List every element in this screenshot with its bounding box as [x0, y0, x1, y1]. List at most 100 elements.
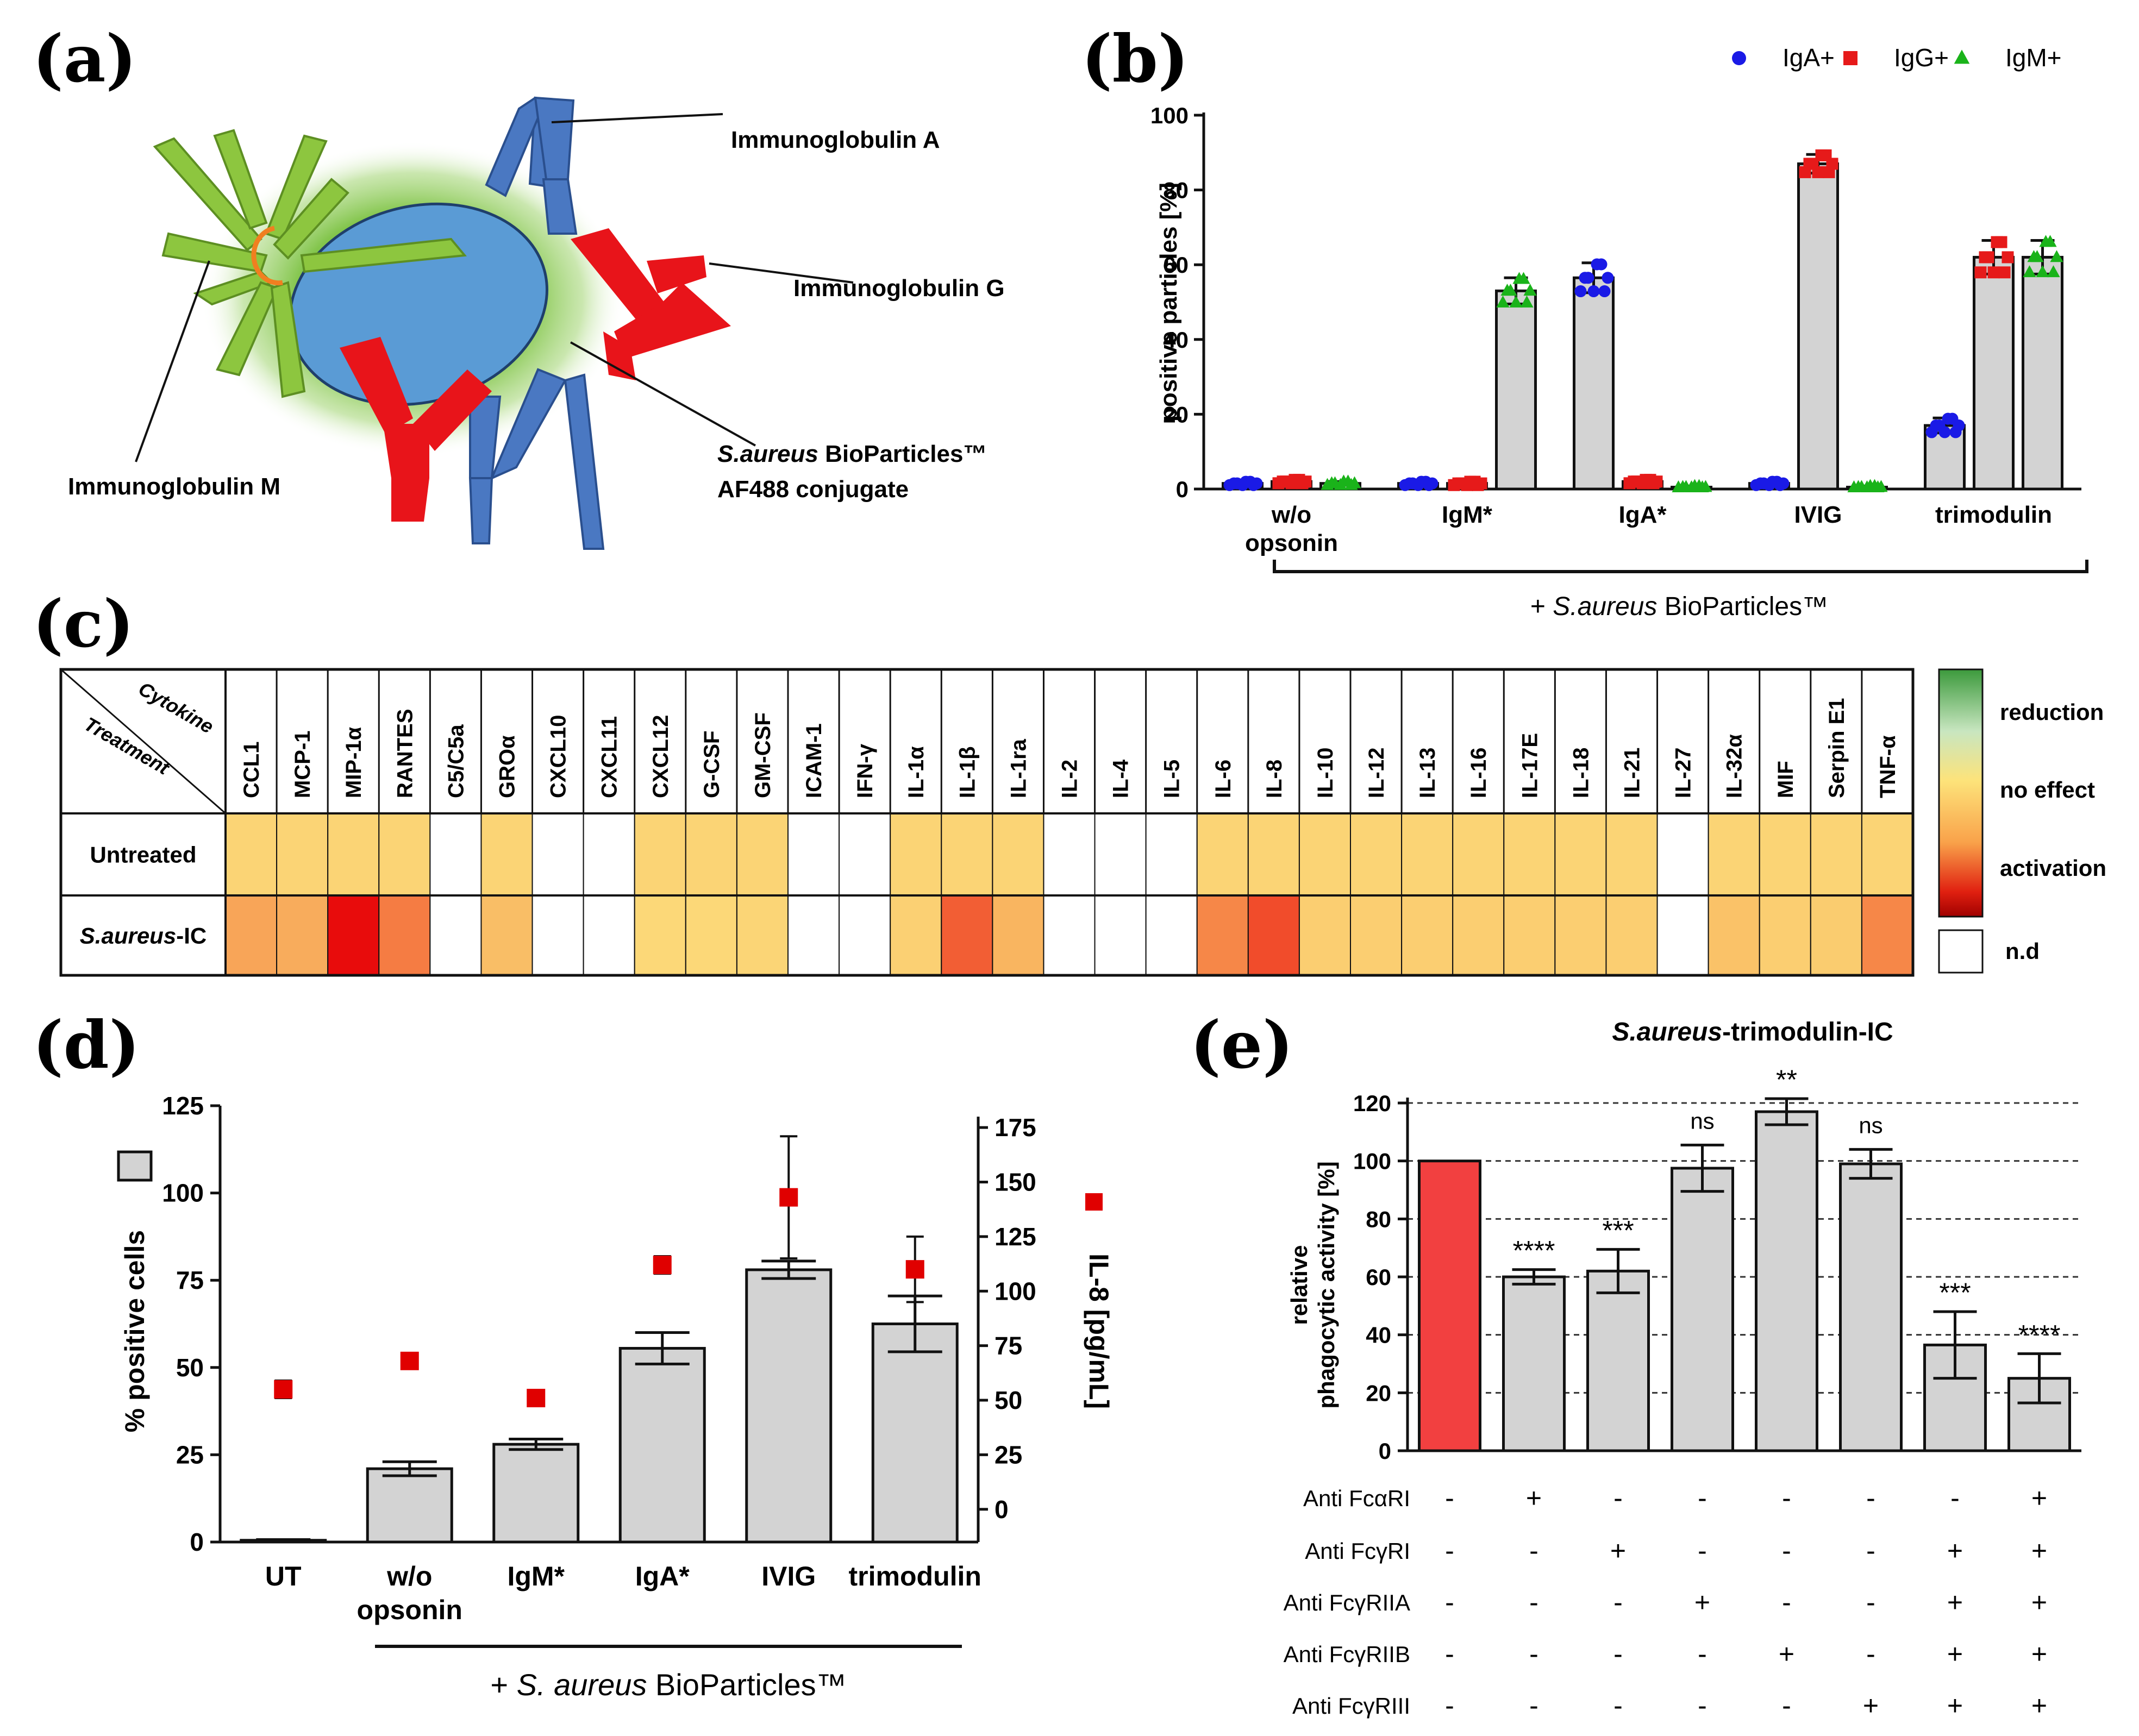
b-data-point	[1500, 284, 1514, 296]
b-bar	[1573, 276, 1615, 491]
d-y-tick-label: 0	[190, 1528, 204, 1556]
d-bar-error	[635, 1331, 690, 1365]
d-il8-point	[527, 1389, 546, 1408]
c-column-label: CXCL11	[598, 716, 622, 798]
b-category-label: IgM*	[1442, 502, 1493, 528]
d-bar	[492, 1443, 580, 1544]
e-significance-label: ***	[1939, 1277, 1971, 1308]
e-bar	[1502, 1275, 1566, 1452]
c-heatmap-cell	[634, 813, 686, 896]
b-bracket-label-pre: +	[1530, 592, 1553, 621]
c-column-label: IL-1α	[904, 746, 928, 798]
c-heatmap-cell	[1708, 895, 1760, 976]
igg-antibody-lower	[340, 337, 492, 522]
iga-pointer	[551, 113, 723, 123]
b-data-point	[1676, 480, 1690, 492]
d-y-tick-label: 125	[162, 1092, 204, 1120]
b-data-point	[1763, 479, 1775, 491]
e-treatment-sign: -	[1866, 1536, 1875, 1566]
iga-antibody	[485, 96, 578, 235]
b-y-tick-label: 100	[1150, 103, 1189, 128]
b-data-point	[1412, 479, 1424, 491]
c-heatmap-cell	[736, 895, 789, 976]
b-data-point	[1777, 477, 1790, 490]
c-column-label: Serpin E1	[1825, 698, 1849, 798]
c-heatmap-cell	[1145, 813, 1198, 896]
b-data-point	[1953, 419, 1965, 432]
b-data-point	[1461, 479, 1473, 491]
e-y-axis-title-line1: relative	[1286, 1245, 1312, 1325]
e-significance-label: ns	[1859, 1112, 1882, 1138]
e-treatment-sign: +	[2031, 1536, 2047, 1566]
c-heatmap-cell	[1094, 895, 1147, 976]
b-y-tick-label: 40	[1163, 327, 1189, 353]
e-error-bar	[1512, 1268, 1556, 1286]
b-data-point	[1285, 477, 1298, 490]
d-bracket-label-post: BioParticles™	[647, 1668, 846, 1702]
d-y2-axis-title: IL-8 [pg/mL]	[1084, 1254, 1114, 1409]
d-il8-point	[400, 1351, 419, 1370]
c-heatmap-cell	[1503, 895, 1556, 976]
d-bracket-label-pre: +	[490, 1668, 516, 1702]
c-scale-label: reduction	[2000, 699, 2104, 725]
d-category-label: trimodulin	[849, 1561, 981, 1591]
d-bar-error	[509, 1437, 564, 1451]
c-heatmap-cell	[941, 895, 993, 976]
panel-a-label: (a)	[33, 21, 136, 97]
e-error-bar	[2017, 1352, 2061, 1405]
panel-e: (e) S.aureus-trimodulin-IC 0 20 40 60 80 100 12…	[1190, 1007, 2081, 1721]
e-treatment-sign: +	[2031, 1483, 2047, 1513]
c-corner-bottom: Treatment	[80, 712, 174, 779]
particle-annotation-rest: BioParticles™	[818, 441, 987, 467]
c-heatmap-cell	[1810, 813, 1862, 896]
e-significance-label: **	[1776, 1064, 1797, 1095]
c-heatmap-cell	[839, 895, 891, 976]
c-column-label: RANTES	[393, 709, 417, 798]
c-heatmap-cell	[276, 813, 329, 896]
e-treatment-sign: -	[1445, 1587, 1454, 1618]
c-heatmap-cell	[787, 813, 840, 896]
b-bar	[2022, 255, 2063, 491]
b-data-point	[1517, 272, 1530, 284]
c-column-label: IL-13	[1416, 748, 1440, 798]
e-treatment-sign: +	[1947, 1587, 1963, 1618]
c-heatmap-cell	[1401, 813, 1454, 896]
e-error-bar	[1933, 1310, 1977, 1380]
b-data-point	[1685, 480, 1698, 493]
c-heatmap-cell	[787, 895, 840, 976]
c-column-label: IL-8	[1262, 760, 1286, 798]
c-heatmap-cell	[634, 895, 686, 976]
e-y-tick-label: 120	[1353, 1091, 1391, 1116]
e-treatment-sign: +	[1947, 1690, 1963, 1721]
c-heatmap-cell	[992, 895, 1045, 976]
c-heatmap-cell	[685, 813, 737, 896]
c-heatmap-cell	[1503, 813, 1556, 896]
c-nd-swatch	[1938, 929, 1984, 974]
d-y-tick-label: 75	[176, 1266, 204, 1294]
c-column-label: GM-CSF	[751, 712, 775, 798]
b-data-point	[1348, 476, 1361, 488]
d-y2-tick-label: 75	[995, 1332, 1022, 1360]
c-heatmap-cell	[1759, 813, 1811, 896]
e-treatment-sign: +	[1779, 1639, 1794, 1669]
e-y-axis-title-line2: phagocytic activity [%]	[1314, 1161, 1339, 1408]
d-bar-error	[382, 1460, 437, 1477]
b-data-point	[1579, 272, 1591, 284]
c-column-label: IL-32α	[1723, 734, 1747, 798]
c-heatmap-cell	[327, 813, 380, 896]
b-data-point	[2002, 251, 2014, 264]
c-heatmap-cell	[1861, 895, 1914, 976]
c-column-label: CCL1	[240, 742, 264, 798]
c-heatmap-cell	[1247, 813, 1300, 896]
e-treatment-sign: +	[1526, 1483, 1542, 1513]
b-bar	[1797, 162, 1839, 491]
chart-d: 0 25 50 75 100 125 0 25 50 75 100 125 150 175 % positi…	[117, 1092, 1114, 1702]
c-heatmap-cell	[1043, 895, 1096, 976]
b-category-label: IVIG	[1794, 502, 1842, 528]
c-column-label: IL-5	[1160, 760, 1184, 798]
c-heatmap-cell	[429, 813, 482, 896]
e-treatment-label: Anti FcγRIII	[1292, 1693, 1410, 1719]
panel-a: (a)	[33, 21, 1005, 550]
igm-pointer	[135, 260, 210, 462]
d-category-label: opsonin	[357, 1595, 462, 1625]
